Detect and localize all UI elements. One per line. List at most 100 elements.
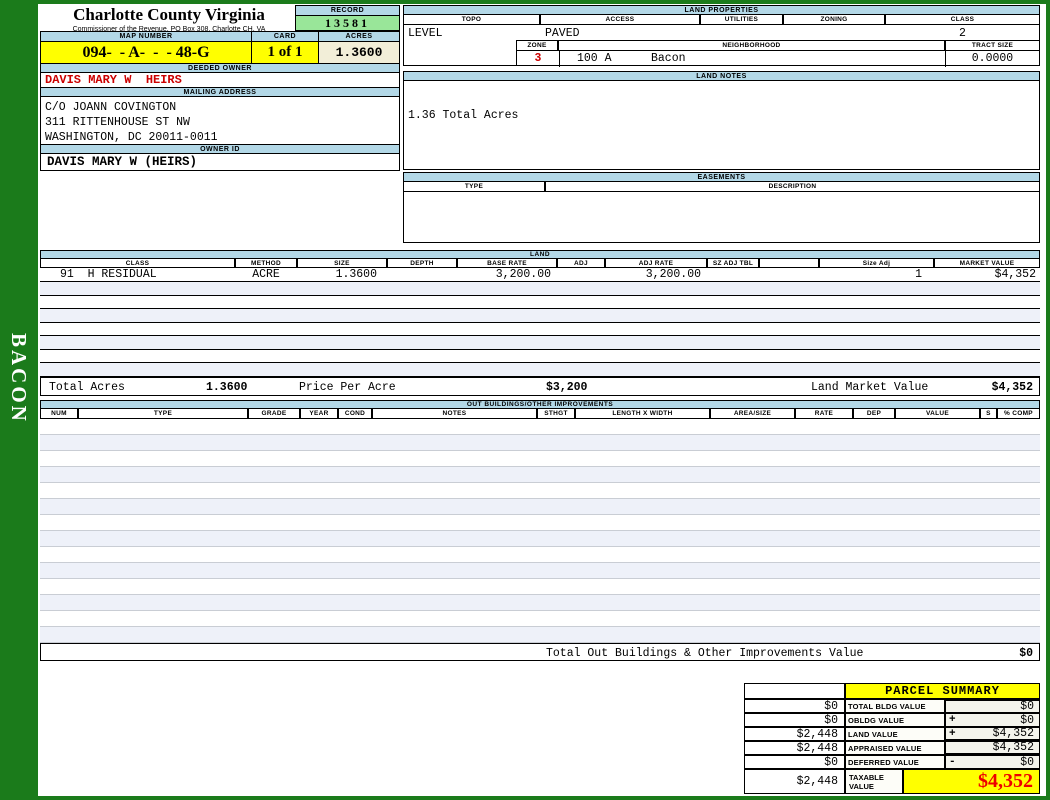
total-bldg-value: $0 [945,699,1040,713]
prior-obldg-value: $0 [744,713,845,727]
land-size-header: SIZE [297,258,387,268]
outb-rate-header: RATE [795,408,853,419]
outb-sthgt-header: STHGT [537,408,575,419]
mailing-address-box: C/O JOANN COVINGTON 311 RITTENHOUSE ST N… [40,96,400,145]
utilities-header: UTILITIES [700,14,783,25]
land-market-value-label: Land Market Value [811,381,929,394]
land-adj-value [557,268,605,281]
card-value: 1 of 1 [251,41,319,64]
neighborhood-sidebar-label: BACON [7,333,31,424]
county-subtitle: Commissioner of the Revenue, PO Box 308,… [72,26,266,33]
prior-appraised-value: $2,448 [744,741,845,755]
land-properties-header-row: TOPO ACCESS UTILITIES ZONING CLASS [403,14,1040,25]
obldg-value-label: OBLDG VALUE [845,713,945,727]
land-sz-adj-tbl-header: SZ ADJ TBL [707,258,759,268]
outb-type-header: TYPE [78,408,248,419]
class-header: CLASS [885,14,1040,25]
taxable-value-label: TAXABLE VALUE [845,769,903,794]
access-header: ACCESS [540,14,700,25]
class-value: 2 [959,27,966,40]
outb-dep-header: DEP [853,408,895,419]
owner-id-value: DAVIS MARY W (HEIRS) [40,153,400,171]
land-notes-box: 1.36 Total Acres [403,80,1040,170]
outb-s-header: S [980,408,997,419]
land-class-header: CLASS [40,258,235,268]
outb-cond-header: COND [338,408,372,419]
parcel-summary-blank-cell [744,683,845,699]
appraised-amount: $4,352 [992,741,1034,754]
address-line: WASHINGTON, DC 20011-0011 [45,131,218,144]
easements-body [403,191,1040,243]
land-data-row: 91 H RESIDUAL ACRE 1.3600 3,200.00 3,200… [40,268,1040,282]
price-per-acre-value: $3,200 [546,381,588,394]
summary-row-total-bldg: $0 TOTAL BLDG VALUE $0 [744,699,1040,713]
deferred-value-label: DEFERRED VALUE [845,755,945,769]
out-buildings-header-row: NUM TYPE GRADE YEAR COND NOTES STHGT LEN… [40,408,1040,419]
land-depth-header: DEPTH [387,258,457,268]
land-sz-adj-tbl-value [707,268,759,281]
total-bldg-amount: $0 [1020,700,1034,713]
land-totals-row: Total Acres 1.3600 Price Per Acre $3,200… [40,377,1040,396]
land-spacer-header [759,258,819,268]
summary-row-obldg: $0 OBLDG VALUE + $0 [744,713,1040,727]
address-line: C/O JOANN COVINGTON [45,101,177,114]
outb-pct-comp-header: % COMP [997,408,1040,419]
deferred-op: - [949,756,956,768]
outb-grade-header: GRADE [248,408,300,419]
county-title-block: Charlotte County Virginia Commissioner o… [44,5,294,33]
total-bldg-value-label: TOTAL BLDG VALUE [845,699,945,713]
land-header-row: CLASS METHOD SIZE DEPTH BASE RATE ADJ AD… [40,258,1040,268]
outb-num-header: NUM [40,408,78,419]
deeded-owner-value: DAVIS MARY W HEIRS [40,72,400,88]
land-spacer-value [759,268,819,281]
outb-value-header: VALUE [895,408,980,419]
land-base-rate-value: 3,200.00 [495,268,551,281]
summary-row-taxable: $2,448 TAXABLE VALUE $4,352 [744,769,1040,794]
out-buildings-total-value: $0 [1019,647,1033,660]
total-acres-value: 1.3600 [206,381,248,394]
out-buildings-total-row: Total Out Buildings & Other Improvements… [40,643,1040,661]
outb-year-header: YEAR [300,408,338,419]
neighborhood-name: Bacon [651,52,686,65]
land-method-value: ACRE [252,268,280,281]
total-acres-label: Total Acres [49,381,125,394]
land-value: + $4,352 [945,727,1040,741]
summary-row-appraised: $2,448 APPRAISED VALUE $4,352 [744,741,1040,755]
obldg-amount: $0 [1020,713,1034,727]
tract-size-value: 0.0000 [971,52,1014,65]
parcel-summary-header-row: PARCEL SUMMARY [744,683,1040,699]
land-empty-rows [40,282,1040,377]
land-method-header: METHOD [235,258,297,268]
land-size-adj-value: 1 [915,268,922,281]
access-value: PAVED [545,27,580,40]
out-buildings-total-label: Total Out Buildings & Other Improvements… [546,647,864,660]
acres-value: 1.3600 [318,41,400,64]
neighborhood-code: 100 A [577,52,612,65]
land-value-label: LAND VALUE [845,727,945,741]
land-amount: $4,352 [992,727,1034,740]
land-size-adj-header: Size Adj [819,258,934,268]
deferred-amount: $0 [1020,755,1034,769]
land-depth-value [387,268,457,281]
outb-area-size-header: AREA/SIZE [710,408,795,419]
record-number: 13581 [295,15,400,31]
out-buildings-empty-rows [40,419,1040,643]
land-class-value: 91 H RESIDUAL [60,268,157,281]
summary-row-deferred: $0 DEFERRED VALUE - $0 [744,755,1040,769]
county-title: Charlotte County Virginia [73,5,265,24]
land-adj-rate-header: ADJ RATE [605,258,707,268]
outb-length-width-header: LENGTH X WIDTH [575,408,710,419]
taxable-value: $4,352 [903,769,1040,794]
prior-deferred-value: $0 [744,755,845,769]
topo-header: TOPO [403,14,540,25]
parcel-summary-title: PARCEL SUMMARY [845,683,1040,699]
land-market-value-total: $4,352 [991,381,1033,394]
topo-value: LEVEL [408,27,443,40]
obldg-op: + [949,714,956,726]
zone-value-row: 3 100 A Bacon 0.0000 [516,50,1040,67]
land-adj-header: ADJ [557,258,605,268]
prior-land-value: $2,448 [744,727,845,741]
tract-divider [945,51,946,67]
summary-row-land: $2,448 LAND VALUE + $4,352 [744,727,1040,741]
zone-value: 3 [534,52,542,65]
